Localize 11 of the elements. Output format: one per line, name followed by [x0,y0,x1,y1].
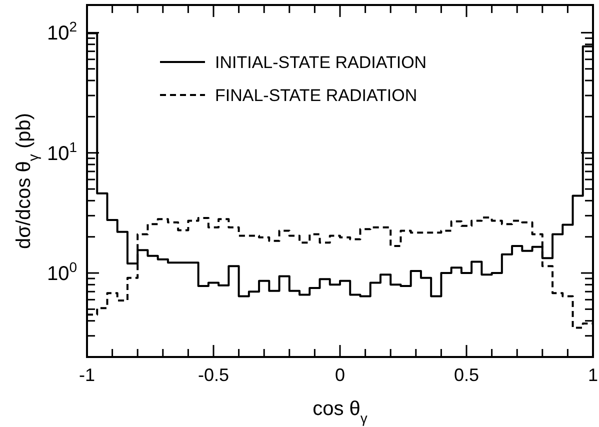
y-tick-label: 10$^{1}$ [46,138,78,165]
legend-label: INITIAL-STATE RADIATION [215,53,427,72]
x-tick-label: -0.5 [198,365,230,385]
legend-label: FINAL-STATE RADIATION [215,86,418,105]
x-tick-label: 0.5 [454,365,480,385]
x-axis-title: cos θ$_{γ}$ [312,398,368,426]
x-tick-label: 0 [334,365,346,385]
y-tick-label: 10$^{0}$ [46,259,78,286]
y-tick-label: 10$^{2}$ [46,18,78,45]
x-tick-label: -1 [78,365,96,385]
x-tick-label: 1 [588,365,598,385]
